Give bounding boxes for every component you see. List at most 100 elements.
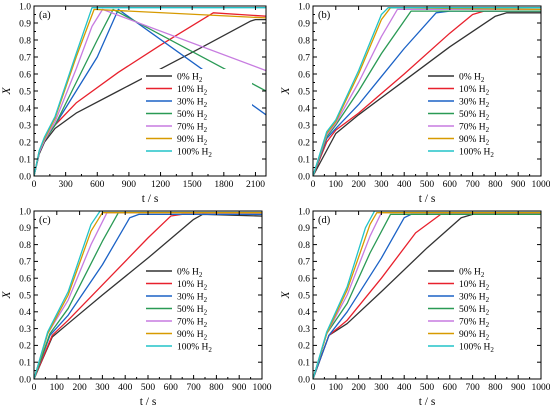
x-axis-label: t / s (419, 396, 436, 408)
y-tick-label: 0.4 (19, 308, 31, 318)
y-tick-label: 0.4 (298, 104, 310, 114)
x-tick-label: 200 (351, 383, 366, 393)
y-tick-label: 0.8 (298, 241, 310, 251)
legend-label: 30% H2 (177, 97, 208, 109)
x-tick-label: 900 (232, 383, 247, 393)
x-tick-label: 0 (32, 180, 37, 190)
x-tick-label: 400 (397, 180, 412, 190)
y-tick-label: 0.7 (19, 53, 31, 63)
x-tick-label: 800 (209, 383, 224, 393)
legend-background (142, 69, 252, 161)
series-line-6 (34, 7, 266, 176)
y-tick-label: 0.5 (19, 291, 31, 301)
y-axis-label: X (280, 291, 292, 300)
y-tick-label: 0.2 (19, 138, 31, 148)
y-tick-label: 0.8 (298, 36, 310, 46)
series-line-0 (34, 213, 262, 379)
y-tick-label: 0.3 (19, 121, 31, 131)
legend-label: 30% H2 (459, 292, 490, 304)
y-tick-label: 0.2 (298, 138, 310, 148)
x-tick-label: 700 (186, 383, 201, 393)
legend-label: 100% H2 (459, 342, 494, 354)
x-tick-label: 100 (50, 383, 65, 393)
series-line-0 (34, 18, 266, 176)
y-tick-label: 0.6 (19, 70, 31, 80)
y-tick-label: 0.6 (19, 275, 31, 285)
x-tick-label: 1800 (214, 180, 233, 190)
y-tick-label: 0.0 (19, 172, 31, 182)
x-tick-label: 100 (329, 383, 344, 393)
legend-label: 0% H2 (459, 72, 485, 84)
y-tick-label: 0.9 (19, 19, 31, 29)
x-tick-label: 1000 (532, 180, 550, 190)
y-tick-label: 0.7 (298, 258, 310, 268)
x-tick-label: 2100 (246, 180, 265, 190)
series-line-0 (313, 12, 541, 176)
y-tick-label: 0.1 (19, 359, 31, 369)
legend-label: 10% H2 (177, 85, 208, 97)
legend-background (142, 264, 252, 356)
y-tick-label: 0.0 (298, 172, 310, 182)
legend-label: 70% H2 (459, 317, 490, 329)
legend-label: 30% H2 (459, 97, 490, 109)
x-tick-label: 200 (72, 383, 87, 393)
legend-background (424, 264, 534, 356)
x-tick-label: 700 (465, 180, 480, 190)
legend-label: 100% H2 (459, 147, 494, 159)
y-tick-label: 0.1 (298, 155, 310, 165)
x-tick-label: 300 (95, 383, 110, 393)
legend-label: 100% H2 (177, 147, 212, 159)
y-tick-label: 0.5 (298, 87, 310, 97)
legend-label: 0% H2 (177, 267, 203, 279)
chart-panel-3: 0 100 200 300 400 500 600 700 800 900 1000 0.0 0.1 0.… (280, 207, 550, 408)
legend-label: 10% H2 (177, 280, 208, 292)
y-tick-label: 0.8 (19, 36, 31, 46)
x-tick-label: 1000 (532, 383, 550, 393)
y-tick-label: 1.0 (19, 207, 31, 217)
x-tick-label: 300 (59, 180, 74, 190)
x-tick-label: 700 (465, 383, 480, 393)
legend-label: 30% H2 (177, 292, 208, 304)
x-tick-label: 900 (511, 383, 526, 393)
y-tick-label: 0.5 (298, 291, 310, 301)
y-tick-label: 0.8 (19, 241, 31, 251)
y-tick-label: 0.2 (298, 342, 310, 352)
y-axis-label: X (1, 291, 13, 300)
legend-background (424, 69, 534, 161)
y-tick-label: 0.3 (298, 121, 310, 131)
panel-label: (c) (39, 215, 51, 226)
y-axis-label: X (1, 87, 13, 96)
x-tick-label: 0 (32, 383, 37, 393)
panel-label: (b) (318, 10, 331, 21)
y-tick-label: 0.7 (298, 53, 310, 63)
x-tick-label: 800 (488, 180, 503, 190)
legend-label: 90% H2 (459, 330, 490, 342)
y-tick-label: 0.9 (298, 224, 310, 234)
legend-label: 50% H2 (177, 110, 208, 122)
x-tick-label: 1200 (151, 180, 170, 190)
x-tick-label: 600 (90, 180, 105, 190)
chart-panel-1: 0 100 200 300 400 500 600 700 800 900 1000 0.0 0.1 0.… (280, 2, 550, 205)
chart-panel-0: 0 300 600 900 1200 1500 1800 2100 0.0 0.1 0.2 0.3 0.… (1, 2, 267, 205)
y-tick-label: 0.9 (298, 19, 310, 29)
x-tick-label: 900 (122, 180, 137, 190)
legend-label: 50% H2 (459, 305, 490, 317)
legend-label: 0% H2 (177, 72, 203, 84)
y-tick-label: 0.1 (19, 155, 31, 165)
y-tick-label: 0.4 (19, 104, 31, 114)
y-tick-label: 0.3 (298, 325, 310, 335)
legend-label: 50% H2 (459, 110, 490, 122)
x-tick-label: 600 (443, 383, 458, 393)
y-axis-label: X (280, 87, 292, 96)
y-tick-label: 0.6 (298, 275, 310, 285)
x-tick-label: 600 (443, 180, 458, 190)
x-axis-label: t / s (419, 193, 436, 205)
legend-label: 10% H2 (459, 85, 490, 97)
y-tick-label: 0.9 (19, 224, 31, 234)
legend-label: 100% H2 (177, 342, 212, 354)
